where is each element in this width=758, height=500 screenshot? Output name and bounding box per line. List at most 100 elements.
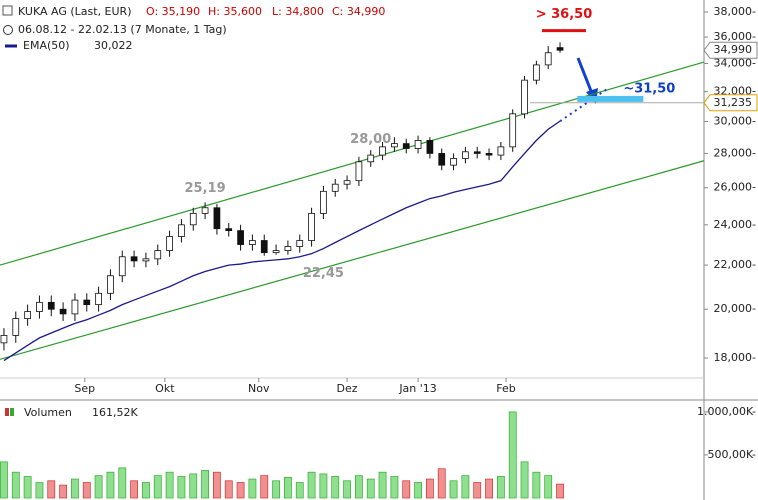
candle-body [178, 224, 185, 237]
candle-body [249, 240, 256, 245]
ema-value: 30,022 [94, 39, 133, 52]
volume-bar [295, 482, 304, 499]
volume-bar [437, 468, 446, 499]
arrow [576, 57, 595, 97]
volume-icon [5, 408, 9, 416]
x-tick-label: Sep [74, 382, 95, 395]
candle-body [47, 301, 55, 310]
volume-bar [449, 480, 458, 499]
candle-body [272, 250, 280, 254]
candle-body [166, 236, 173, 252]
trend-line [0, 61, 705, 266]
volume-bar [402, 480, 411, 499]
clock-icon [3, 25, 13, 35]
candle-body [36, 301, 43, 312]
volume-bar [35, 482, 44, 499]
volume-bar [461, 475, 470, 499]
candle-body [379, 146, 386, 156]
candle-body [438, 153, 446, 166]
volume-value: 161,52K [92, 406, 138, 419]
price-label-box [703, 41, 758, 59]
volume-bar [544, 475, 553, 499]
candle-body [426, 139, 434, 154]
x-tick-label: Dez [337, 382, 358, 395]
candle-body [237, 230, 244, 245]
volume-bar [366, 478, 375, 499]
high: H: 35,600 [208, 5, 262, 18]
volume-bar [355, 475, 363, 499]
open: O: 35,190 [146, 5, 200, 18]
candle-body [0, 335, 8, 344]
candle-body [213, 207, 221, 230]
annotation: 28,00 [350, 132, 391, 147]
volume-bar [485, 478, 493, 499]
volume-name: Volumen [24, 406, 72, 419]
y-tick-label: 18,000- [714, 351, 756, 364]
candle-body [402, 143, 410, 149]
candle-body [367, 154, 375, 163]
candle-body [95, 292, 102, 306]
volume-bar [236, 482, 245, 499]
x-tick-label: Feb [496, 382, 515, 395]
volume-icon [10, 408, 14, 416]
volume-bar [82, 482, 91, 499]
candle-body [355, 161, 363, 182]
volume-bar [23, 476, 32, 499]
close: C: 34,990 [332, 5, 385, 18]
volume-bar [106, 471, 115, 499]
icon [2, 5, 13, 16]
volume-bar [473, 482, 482, 499]
volume-bar [378, 471, 387, 499]
volume-bar [414, 482, 422, 499]
volume-bar [556, 483, 564, 499]
price-label-box [703, 94, 758, 112]
annotation: 25,19 [185, 181, 226, 196]
candle-body [59, 308, 67, 315]
volume-bar [425, 478, 434, 499]
low: L: 34,800 [272, 5, 324, 18]
volume-bar [177, 476, 186, 499]
candle-body [497, 146, 505, 156]
candle-body [485, 153, 493, 156]
volume-bar [331, 476, 340, 499]
ema-name: EMA(50) [23, 39, 70, 52]
candle-body [509, 113, 517, 148]
volume-bar [153, 475, 162, 499]
price-label: 31,235 [714, 96, 753, 109]
candle-body [414, 139, 422, 149]
candle-body [320, 190, 327, 214]
support-zone [577, 95, 644, 102]
volume-bar [201, 470, 209, 499]
candle-body [343, 180, 351, 185]
candle-body [71, 299, 79, 315]
y-tick-label: 26,000- [714, 181, 756, 194]
x-tick-label: Nov [248, 382, 270, 395]
volume-bar [130, 480, 138, 499]
y-tick-label: 20,000- [714, 302, 756, 315]
ema-line [3, 120, 561, 362]
volume-bar [59, 484, 68, 499]
candle-body [296, 240, 304, 247]
candle-body [130, 256, 138, 262]
volume-bar [319, 473, 328, 499]
price-label: 34,990 [714, 43, 753, 56]
candle-body [83, 299, 91, 306]
volume-bar [520, 461, 529, 499]
candle-body [391, 143, 398, 148]
candle-body [473, 151, 481, 154]
candle-body [24, 311, 31, 319]
annotation: ~31,50 [623, 81, 675, 96]
volume-bar [11, 471, 20, 499]
volume-bar [189, 473, 198, 499]
candle-body [225, 228, 233, 232]
volume-bar [532, 471, 541, 499]
trend-line [0, 160, 705, 360]
annotation: > 36,50 [536, 7, 593, 22]
volume-bar [307, 471, 316, 499]
volume-bar [224, 480, 233, 499]
y-tick-label: 24,000- [714, 218, 756, 231]
volume-bar [213, 471, 221, 499]
annotation: 22,45 [303, 266, 344, 281]
volume-bar [272, 480, 280, 499]
